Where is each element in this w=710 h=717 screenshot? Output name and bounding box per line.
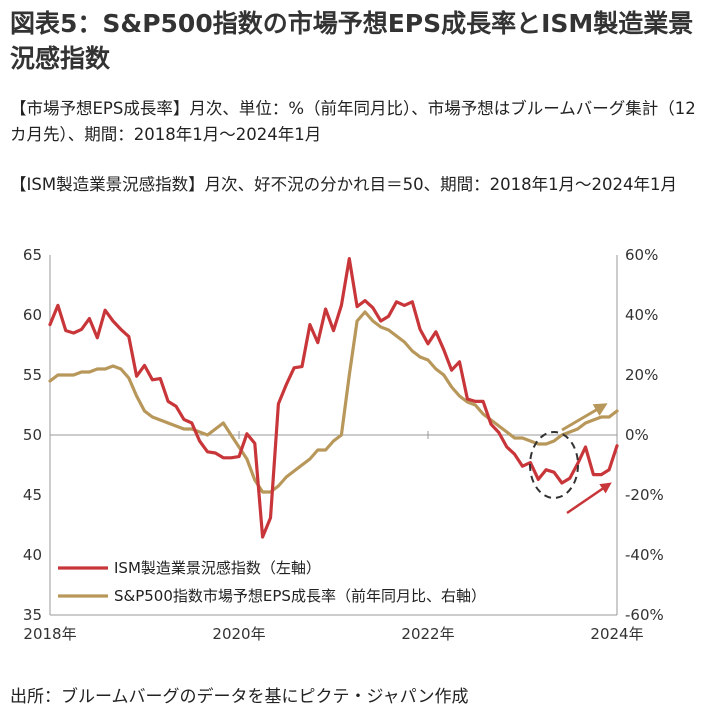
left-tick-label: 65 [23,246,42,264]
red-trend-arrow [566,482,612,515]
source-note: 出所：ブルームバーグのデータを基にピクテ・ジャパン作成 [10,687,469,707]
left-tick-label: 50 [23,426,42,444]
right-tick-label: 0% [625,426,649,444]
legend-label: S&P500指数市場予想EPS成長率（前年同月比、右軸） [114,587,486,605]
right-tick-label: 40% [625,306,658,324]
x-tick-label: 2022年 [401,625,454,643]
legend-label: ISM製造業景況感指数（左軸） [114,559,321,577]
x-tick-label: 2024年 [590,625,643,643]
right-tick-label: -60% [625,606,664,624]
marks [48,257,619,539]
ism-series-line [48,257,619,539]
gold-trend-arrow [561,403,608,432]
left-tick-label: 60 [23,306,42,324]
left-tick-label: 40 [23,546,42,564]
left-tick-label: 55 [23,366,42,384]
x-tick-label: 2020年 [212,625,265,643]
left-tick-label: 45 [23,486,42,504]
eps-note: 【市場予想EPS成長率】月次、単位：%（前年同月比）、市場予想はブルームバーグ集… [10,99,696,144]
axes: 35 40 45 50 55 60 65 -60% -40% -20% 0% 20% 40% 60% 201… [23,246,664,643]
annotations [529,403,612,515]
right-tick-label: 60% [625,246,658,264]
right-tick-label: -40% [625,546,664,564]
ism-note: 【ISM製造業景況感指数】月次、好不況の分かれ目＝50、期間：2018年1月～2… [10,175,678,194]
legend: ISM製造業景況感指数（左軸） S&P500指数市場予想EPS成長率（前年同月比、… [58,559,486,605]
eps-series-line [48,310,619,494]
right-tick-label: -20% [625,486,664,504]
right-tick-label: 20% [625,366,658,384]
x-tick-label: 2018年 [23,625,76,643]
left-tick-label: 35 [23,606,42,624]
chart: 35 40 45 50 55 60 65 -60% -40% -20% 0% 20% 40% 60% 201… [23,246,664,643]
trough-dashed-circle [529,431,579,499]
chart-title: 図表5：S&P500指数の市場予想EPS成長率とISM製造業景況感指数 [10,9,694,73]
